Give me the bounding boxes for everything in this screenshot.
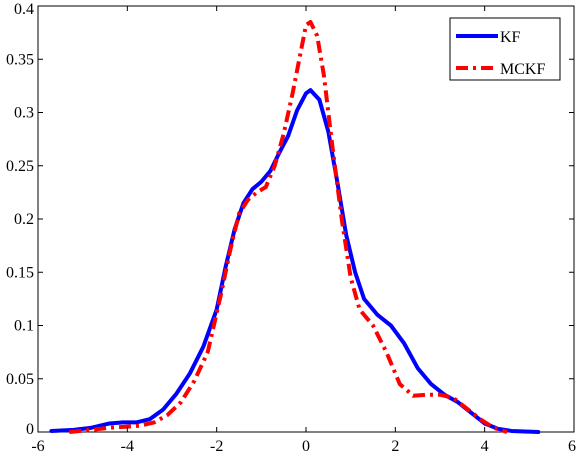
legend-label-mckf: MCKF (500, 61, 545, 78)
y-tick-label: 0.15 (6, 264, 34, 281)
legend: KF MCKF (449, 17, 561, 81)
y-tick-label: 0 (26, 421, 34, 438)
y-tick-label: 0.05 (6, 371, 34, 388)
series-layer (49, 19, 541, 434)
y-tick-label: 0.35 (6, 51, 34, 68)
axis-layer: -6 -4 -2 0 2 4 6 0 0.05 0.1 0.15 0.2 0.25 0.3 0.35 0.4 (6, 1, 576, 455)
x-tick-label: 6 (568, 438, 576, 455)
y-tick-label: 0.2 (14, 211, 34, 228)
x-tick-label: 0 (302, 438, 310, 455)
x-tick-label: -4 (121, 438, 134, 455)
x-tick-label: -6 (31, 438, 44, 455)
x-tick-label: 2 (391, 438, 399, 455)
y-tick-label: 0.1 (14, 318, 34, 335)
legend-box (449, 17, 561, 81)
legend-label-kf: KF (500, 29, 521, 46)
series-line-mckf (69, 19, 508, 434)
x-tick-label: 4 (481, 438, 489, 455)
x-tick-label: -2 (210, 438, 223, 455)
y-tick-label: 0.25 (6, 158, 34, 175)
y-tick-label: 0.4 (14, 1, 34, 18)
y-tick-label: 0.3 (14, 105, 34, 122)
